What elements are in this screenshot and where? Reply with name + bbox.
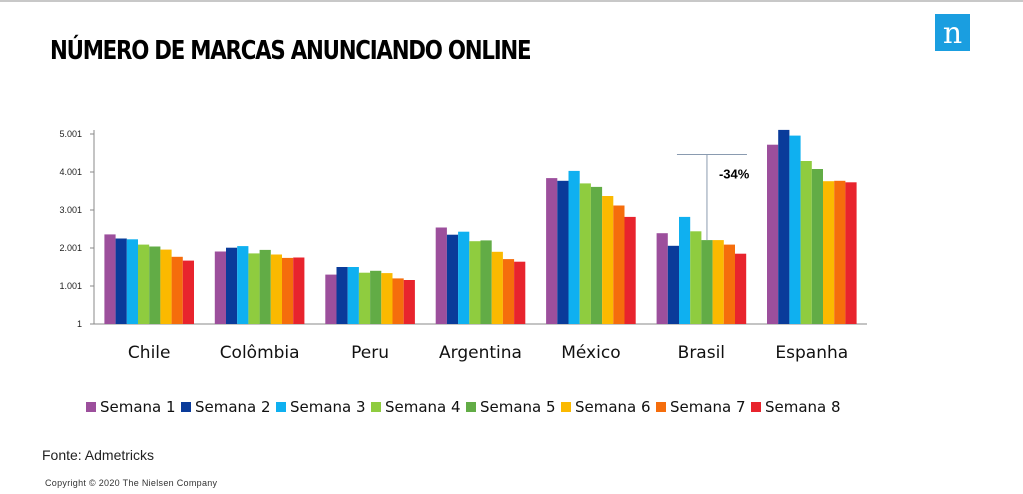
- bar: [735, 253, 747, 324]
- bar: [293, 257, 305, 324]
- x-tick-label: Brasil: [678, 343, 725, 363]
- x-tick-label: Espanha: [775, 343, 848, 363]
- bar: [214, 251, 226, 324]
- bar: [690, 231, 702, 324]
- bar-chart: 1 1.001 2.001 3.001 4.001 5.001 Chile Colômbia P…: [59, 129, 867, 416]
- bar: [446, 234, 459, 324]
- bar: [823, 181, 835, 324]
- bar: [834, 180, 846, 324]
- bar: [248, 253, 260, 324]
- y-tick-label: 4.001: [59, 167, 82, 177]
- bar: [701, 240, 713, 324]
- bar: [458, 231, 470, 324]
- bar: [789, 135, 801, 324]
- bar: [469, 241, 481, 324]
- bar: [282, 257, 294, 324]
- legend-swatch: [751, 402, 761, 412]
- bar: [679, 216, 691, 324]
- x-tick-label: Argentina: [439, 343, 522, 363]
- bar: [590, 186, 603, 324]
- bar: [138, 244, 150, 324]
- annotation-label: -34%: [719, 166, 750, 181]
- bar: [226, 247, 238, 324]
- bar: [336, 267, 348, 324]
- legend-swatch: [86, 402, 96, 412]
- logo-letter: n: [943, 16, 962, 51]
- bar: [126, 239, 138, 324]
- bar: [502, 259, 515, 324]
- legend-label: Semana 4: [385, 398, 461, 416]
- legend-swatch: [656, 402, 666, 412]
- y-tick-label: 1: [77, 319, 82, 329]
- x-tick-label: Peru: [351, 343, 389, 363]
- bar: [767, 144, 779, 324]
- legend-swatch: [371, 402, 381, 412]
- bar: [568, 170, 580, 324]
- legend-label: Semana 2: [195, 398, 271, 416]
- bar: [480, 240, 492, 324]
- bar: [800, 161, 812, 324]
- nielsen-logo: n: [935, 14, 970, 51]
- bar: [160, 249, 172, 324]
- bar: [579, 183, 591, 324]
- bar: [811, 169, 823, 324]
- legend-swatch: [466, 402, 476, 412]
- bar: [237, 246, 249, 324]
- bar: [104, 234, 116, 324]
- bar: [667, 245, 679, 324]
- bar: [546, 178, 558, 324]
- bar: [624, 216, 636, 324]
- legend-swatch: [561, 402, 571, 412]
- top-divider: [0, 0, 1023, 2]
- bar: [656, 233, 668, 324]
- legend-label: Semana 8: [765, 398, 841, 416]
- bar: [403, 280, 415, 324]
- bar: [171, 256, 183, 324]
- x-tick-label: México: [561, 343, 620, 363]
- x-tick-label: Chile: [128, 343, 171, 363]
- bar: [270, 254, 282, 324]
- bar: [514, 261, 526, 324]
- bar: [723, 244, 735, 324]
- legend-label: Semana 6: [575, 398, 651, 416]
- copyright-note: Copyright © 2020 The Nielsen Company: [45, 478, 218, 488]
- legend-label: Semana 1: [100, 398, 176, 416]
- bar: [491, 251, 503, 324]
- y-tick-label: 2.001: [59, 243, 82, 253]
- bar: [392, 278, 404, 324]
- legend-swatch: [181, 402, 191, 412]
- bar: [845, 182, 857, 324]
- bar: [325, 274, 337, 324]
- bar: [557, 180, 569, 324]
- legend-label: Semana 3: [290, 398, 366, 416]
- bar: [712, 240, 724, 324]
- page-title: NÚMERO DE MARCAS ANUNCIANDO ONLINE: [50, 36, 532, 66]
- y-tick-label: 1.001: [59, 281, 82, 291]
- bar: [149, 246, 161, 324]
- bar: [115, 238, 127, 324]
- bar: [182, 260, 194, 324]
- x-tick-label: Colômbia: [220, 343, 300, 363]
- bar: [370, 270, 382, 324]
- legend-label: Semana 7: [670, 398, 746, 416]
- legend-label: Semana 5: [480, 398, 556, 416]
- nielsen-n-logo-icon: n: [943, 16, 962, 51]
- bar: [259, 249, 271, 324]
- bar: [435, 227, 447, 324]
- legend-swatch: [276, 402, 286, 412]
- bar: [778, 129, 790, 324]
- source-note: Fonte: Admetricks: [42, 447, 155, 463]
- bar: [358, 272, 371, 324]
- bar: [347, 267, 359, 324]
- y-tick-label: 3.001: [59, 205, 82, 215]
- bar: [381, 273, 393, 324]
- y-tick-label: 5.001: [59, 129, 82, 139]
- bar: [602, 196, 614, 324]
- bar: [613, 205, 625, 324]
